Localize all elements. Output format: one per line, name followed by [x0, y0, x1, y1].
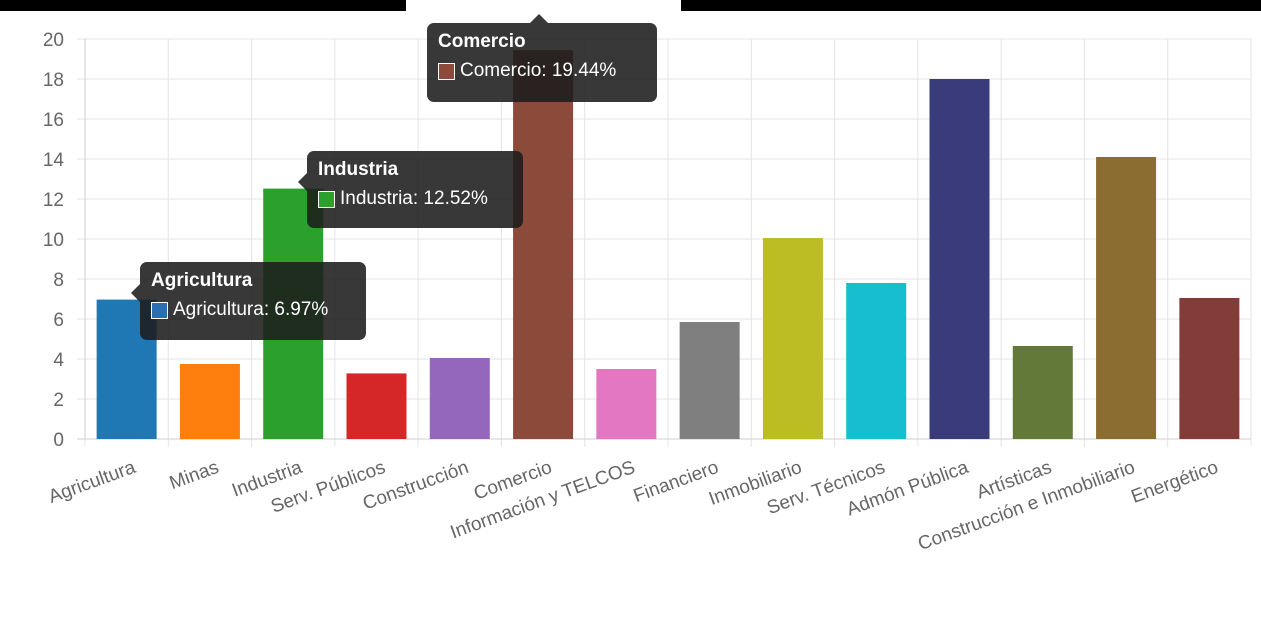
x-tick-label: Minas — [167, 457, 222, 494]
bar-informaci-n-y-telcos — [596, 369, 657, 439]
tooltip-row: Industria: 12.52% — [318, 188, 488, 210]
y-tick-label: 18 — [43, 70, 64, 91]
tooltip-arrow — [298, 173, 307, 191]
tooltip-agricultura: Agricultura Agricultura: 6.97% — [131, 262, 366, 340]
y-tick-label: 8 — [53, 270, 64, 291]
tooltip-title: Industria — [318, 159, 399, 180]
bar-energ-tico — [1179, 298, 1240, 439]
x-tick-label: Agricultura — [46, 457, 139, 508]
y-tick-label: 6 — [53, 310, 64, 331]
grid — [77, 38, 1252, 447]
bar-construcci-n-e-inmobiliario — [1096, 157, 1157, 439]
bar-financiero — [679, 322, 740, 439]
tooltip-swatch — [151, 301, 168, 319]
y-tick-label: 12 — [43, 190, 64, 211]
tooltip-title: Comercio — [438, 31, 526, 52]
tooltip-row: Agricultura: 6.97% — [151, 299, 328, 321]
y-tick-label: 16 — [43, 110, 64, 131]
y-tick-label: 4 — [53, 350, 64, 371]
y-axis-ticks: 0 2 4 6 8 10 12 14 16 18 20 — [43, 30, 65, 451]
tooltip-row: Comercio: 19.44% — [438, 60, 616, 82]
y-tick-label: 14 — [43, 150, 65, 171]
tooltip-comercio: Comercio Comercio: 19.44% — [427, 14, 657, 102]
tooltip-arrow — [131, 284, 140, 302]
bar-serv-p-blicos — [346, 373, 407, 439]
top-black-bar-right — [681, 0, 1261, 11]
y-tick-label: 2 — [53, 390, 64, 411]
bar-inmobiliario — [762, 238, 823, 439]
tooltip-swatch — [438, 62, 455, 80]
bar-serv-t-cnicos — [846, 283, 907, 439]
tooltip-title: Agricultura — [151, 270, 253, 291]
tooltip-label: Industria: 12.52% — [340, 188, 488, 209]
top-black-bar-left — [0, 0, 406, 11]
tooltip-arrow — [530, 14, 548, 23]
tooltip-industria: Industria Industria: 12.52% — [298, 151, 523, 228]
bar-adm-n-p-blica — [929, 79, 990, 439]
x-tick-label: Energético — [1129, 457, 1222, 508]
y-tick-label: 0 — [53, 430, 64, 451]
bar-comercio — [513, 50, 574, 439]
tooltip-swatch — [318, 190, 335, 208]
bar-art-sticas — [1012, 346, 1073, 439]
y-tick-label: 20 — [43, 30, 64, 51]
bar-construcci-n — [429, 358, 490, 439]
x-tick-label: Financiero — [631, 457, 722, 507]
tooltip-label: Agricultura: 6.97% — [173, 299, 329, 320]
bar-minas — [179, 364, 240, 439]
tooltip-label: Comercio: 19.44% — [460, 60, 617, 81]
bars — [96, 50, 1240, 439]
y-tick-label: 10 — [43, 230, 64, 251]
